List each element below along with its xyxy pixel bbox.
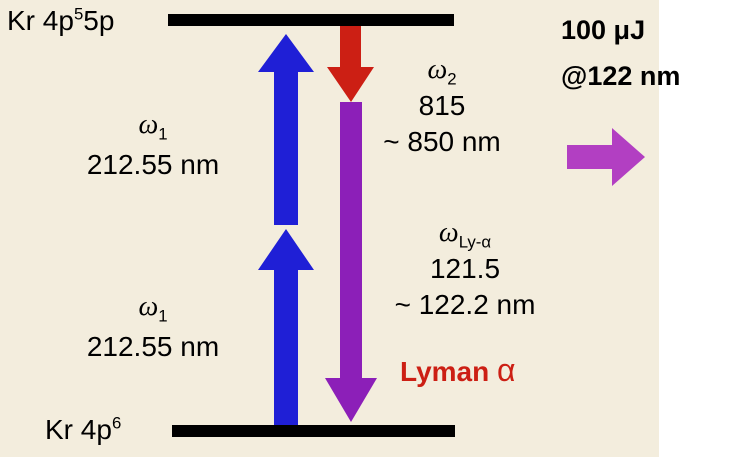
upper-level-line: [168, 14, 454, 26]
output-energy-label: 100 μJ @122 nm: [561, 15, 681, 91]
pump-lower-label: ω1 212.55 nm: [86, 291, 220, 362]
output-arrow-right-icon: [567, 128, 645, 186]
stokes-label: ω2 815 ~ 850 nm: [383, 54, 501, 157]
lower-level-line: [172, 425, 455, 437]
pump-arrow-lower: [258, 229, 314, 425]
lower-level-label: Kr 4p6: [45, 413, 122, 445]
upper-level-label: Kr 4p55p: [7, 4, 115, 36]
lyman-alpha-label: ωLy-α 121.5 ~ 122.2 nm: [394, 217, 536, 320]
stokes-arrow: [327, 26, 374, 102]
lyman-alpha-arrow: [325, 102, 377, 422]
pump-upper-label: ω1 212.55 nm: [86, 109, 220, 180]
pump-arrow-upper: [258, 34, 314, 225]
lyman-alpha-name: Lyman α: [400, 352, 516, 388]
